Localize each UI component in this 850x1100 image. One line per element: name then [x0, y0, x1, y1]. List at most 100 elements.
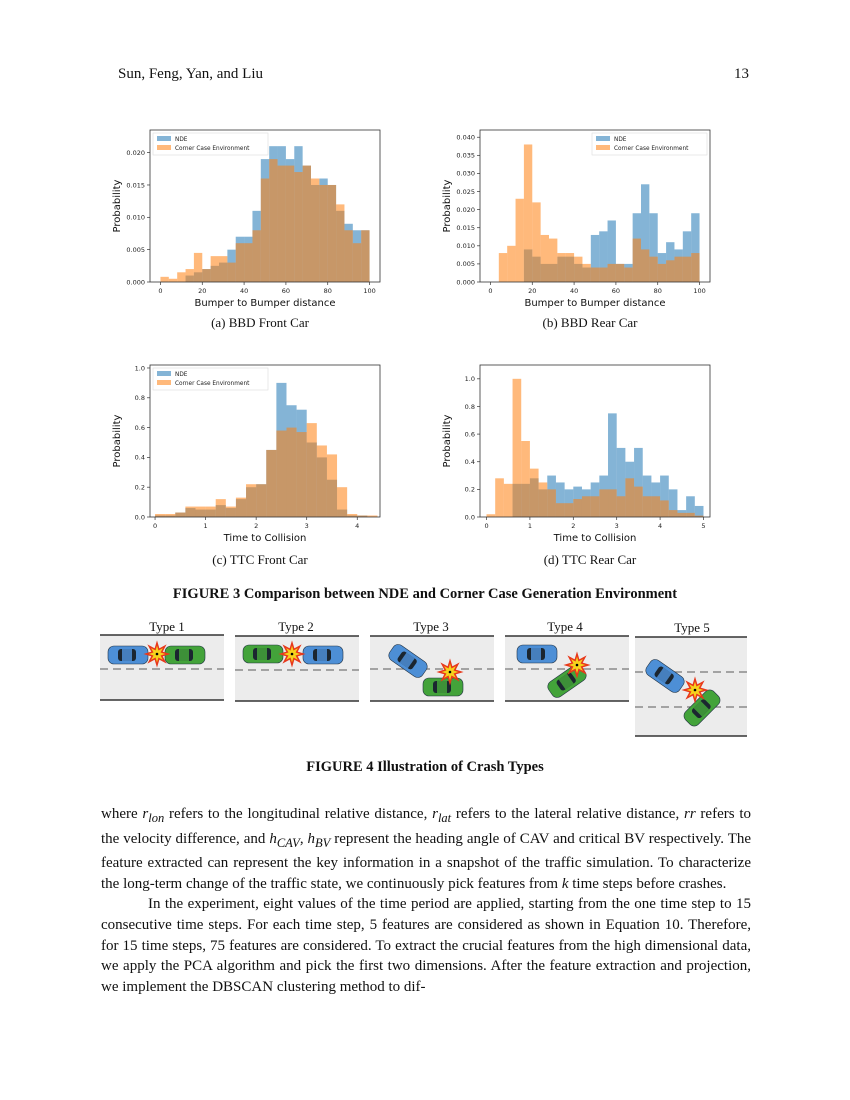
car-roof [122, 649, 132, 661]
histogram-bar [540, 234, 549, 282]
histogram-bar [674, 256, 683, 282]
plot-frame [149, 364, 381, 518]
histogram-bar [581, 496, 591, 517]
collision-center [693, 688, 697, 692]
crash-type-label: Type 4 [547, 619, 583, 634]
green-car [422, 677, 464, 697]
collision-center [155, 652, 159, 656]
x-tick-label: 100 [363, 287, 375, 295]
histogram-bar [294, 172, 303, 282]
histogram-bar [165, 514, 176, 517]
histogram-ttc-rear-car: 0 1 2 3 4 5 0.0 0.2 0.4 0.6 0.8 1.0 Time to Collisio… [442, 364, 711, 544]
histogram-bar [668, 510, 678, 517]
green-car [242, 644, 284, 664]
green-car [164, 645, 206, 665]
histogram-bar [215, 499, 226, 517]
histogram-bar [599, 231, 608, 282]
histogram-bar [361, 230, 370, 282]
histogram-bar [347, 514, 358, 517]
histogram-bar [244, 243, 253, 282]
histogram-bar [210, 256, 219, 282]
histogram-bar [503, 483, 513, 517]
histogram-bar [512, 378, 522, 517]
y-tick-label: 0.015 [456, 224, 475, 232]
x-tick-label: 2 [254, 522, 258, 530]
histogram-bar [195, 506, 206, 517]
histogram-bar [660, 500, 669, 517]
x-tick-label: 4 [658, 522, 662, 530]
collision-center [290, 652, 294, 656]
histogram-bar [632, 238, 641, 282]
histogram-bar [168, 278, 178, 282]
histogram-bar [538, 482, 548, 517]
subcaption-a: (a) BBD Front Car [211, 315, 309, 330]
histogram-bar [367, 515, 378, 517]
histogram-bar [276, 430, 287, 517]
x-tick-label: 3 [305, 522, 309, 530]
histogram-bar [235, 497, 247, 517]
y-tick-label: 0.2 [135, 483, 145, 491]
car-roof [399, 652, 415, 669]
y-tick-label: 0.020 [126, 149, 145, 157]
histogram-bar [634, 447, 643, 517]
histogram-bbd-front-car: 0 20 40 60 80 100 0.000 0.005 0.010 0.015 0.020 Bum… [112, 129, 381, 309]
histogram-bar [219, 256, 228, 282]
histogram-bar [285, 165, 295, 282]
plot-frame [479, 129, 711, 283]
car-roof [437, 681, 447, 693]
collision-center [575, 663, 579, 667]
histogram-bar [235, 243, 245, 282]
histogram-bar [682, 256, 692, 282]
legend-swatch [596, 136, 610, 141]
y-tick-label: 0.0 [135, 513, 145, 521]
histogram-bar [296, 432, 307, 517]
histogram-bar [269, 159, 278, 282]
histogram-bar [486, 514, 496, 517]
histogram-bar [344, 230, 353, 282]
histogram-bar [549, 238, 558, 282]
x-tick-label: 0 [488, 287, 492, 295]
histogram-bar [616, 447, 626, 517]
legend-swatch [157, 371, 171, 376]
blue-car [516, 644, 558, 664]
legend-swatch [157, 136, 171, 141]
histogram-bar [555, 503, 565, 517]
histogram-bar [691, 253, 700, 282]
histogram-bar [624, 267, 633, 282]
x-axis-label: Bumper to Bumper distance [524, 298, 665, 309]
y-tick-label: 1.0 [135, 364, 145, 372]
histogram-bar [306, 423, 317, 517]
x-axis-label: Time to Collision [223, 533, 307, 544]
histogram-bar [590, 267, 600, 282]
histogram-bar [357, 515, 368, 517]
plot-frame [149, 129, 381, 283]
car-roof [693, 700, 710, 717]
x-tick-label: 40 [570, 287, 578, 295]
histogram-bar [225, 506, 236, 517]
histogram-bar [565, 253, 575, 282]
green-car [683, 689, 721, 727]
histogram-bar [515, 198, 524, 282]
paragraph: where rlon refers to the longitudinal re… [101, 806, 752, 892]
legend-label: NDE [175, 137, 188, 143]
legend-box [152, 367, 269, 391]
histogram-bar [694, 515, 704, 517]
histogram-bar [498, 253, 508, 282]
y-tick-label: 0.8 [465, 403, 475, 411]
running-header-authors: Sun, Feng, Yan, and Liu [118, 66, 264, 82]
histogram-bar [686, 512, 695, 517]
blue-car [388, 644, 428, 678]
y-axis-label: Probability [112, 414, 123, 467]
legend-label: NDE [614, 137, 627, 143]
histogram-bar [337, 487, 348, 517]
histogram-bbd-rear-car: 0 20 40 60 80 100 0.000 0.005 0.010 0.015 0.020 0.0… [442, 129, 711, 309]
x-tick-label: 1 [204, 522, 208, 530]
histogram-bar [649, 256, 658, 282]
x-axis-label: Bumper to Bumper distance [194, 298, 335, 309]
y-tick-label: 0.000 [126, 278, 145, 286]
x-tick-label: 3 [615, 522, 619, 530]
collision-center [448, 670, 452, 674]
histogram-bar [286, 427, 297, 517]
histogram-bar [590, 496, 600, 517]
